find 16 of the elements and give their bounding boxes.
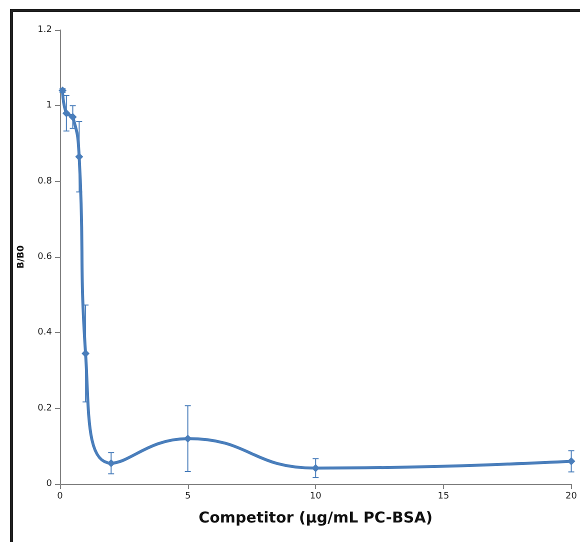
y-tick-label: 0.8 — [38, 176, 52, 186]
y-tick-label: 0.6 — [38, 252, 52, 262]
x-tick-label: 10 — [310, 492, 322, 502]
y-tick-label: 0.4 — [38, 328, 52, 338]
x-tick-label: 15 — [438, 492, 450, 502]
y-tick-label: 0.2 — [38, 403, 52, 414]
y-axis-title: B/B0 — [16, 245, 26, 269]
point — [62, 109, 70, 118]
y-tick-label: 0 — [46, 479, 52, 489]
y-tick-label: 1.2 — [38, 25, 52, 35]
x-tick-label: 5 — [184, 492, 191, 502]
x-tick-label: 20 — [566, 492, 578, 502]
point — [68, 113, 77, 122]
x-axis-title: Competitor (µg/mL PC-BSA) — [198, 508, 433, 526]
x-tick-label: 0 — [57, 492, 64, 502]
y-tick-label: 1 — [46, 100, 52, 111]
